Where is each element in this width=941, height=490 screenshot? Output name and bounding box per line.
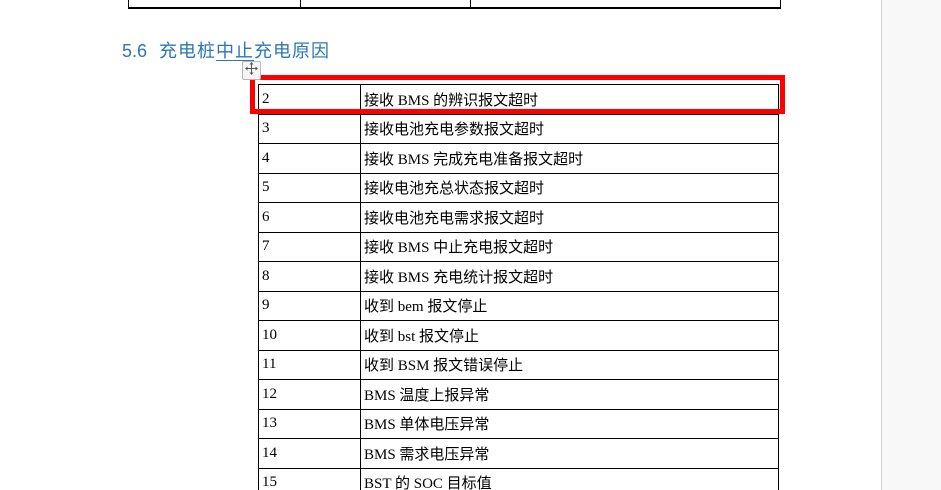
stop-code-cell: 7: [258, 231, 361, 262]
stop-code-cell: 10: [258, 320, 361, 351]
previous-table-column-border: [470, 0, 471, 9]
stop-reason-cell: 收到 bem 报文停止: [360, 290, 779, 321]
stop-code-cell: 11: [258, 349, 361, 380]
stop-code-cell: 13: [258, 408, 361, 439]
table-row: 13 BMS 单体电压异常: [258, 408, 779, 439]
table-row: 12 BMS 温度上报异常: [258, 379, 779, 410]
table-row: 3 接收电池充电参数报文超时: [258, 113, 779, 144]
stop-code-cell: 14: [258, 438, 361, 469]
section-number: 5.6: [122, 41, 148, 61]
previous-table-column-border: [128, 0, 129, 9]
stop-code-cell: 9: [258, 290, 361, 321]
stop-code-cell: 4: [258, 143, 361, 174]
section-title-underlined: 中止: [216, 41, 255, 61]
previous-table-column-border: [300, 0, 301, 9]
stop-reason-cell: BST 的 SOC 目标值: [360, 467, 779, 490]
stop-reason-cell: BMS 单体电压异常: [360, 408, 779, 439]
stop-code-cell: 2: [258, 84, 361, 115]
stop-code-cell: 3: [258, 113, 361, 144]
stop-reason-cell: 接收电池充总状态报文超时: [360, 172, 779, 203]
previous-table-column-border: [780, 0, 781, 9]
stop-code-cell: 6: [258, 202, 361, 233]
stop-reasons-table: 2 接收 BMS 的辨识报文超时 3 接收电池充电参数报文超时 4 接收 BMS…: [258, 84, 779, 490]
stop-reason-cell: 接收电池充电需求报文超时: [360, 202, 779, 233]
stop-code-cell: 12: [258, 379, 361, 410]
table-row: 8 接收 BMS 充电统计报文超时: [258, 261, 779, 292]
stop-reason-cell: 接收 BMS 的辨识报文超时: [360, 84, 779, 115]
table-row: 6 接收电池充电需求报文超时: [258, 202, 779, 233]
stop-reason-cell: 收到 BSM 报文错误停止: [360, 349, 779, 380]
stop-reason-cell: BMS 需求电压异常: [360, 438, 779, 469]
previous-table-bottom-border: [128, 7, 781, 9]
stop-code-cell: 5: [258, 172, 361, 203]
stop-reason-cell: 收到 bst 报文停止: [360, 320, 779, 351]
table-row: 9 收到 bem 报文停止: [258, 290, 779, 321]
move-icon: [245, 61, 258, 80]
page-outside-gutter: [881, 0, 941, 490]
stop-reason-cell: 接收 BMS 充电统计报文超时: [360, 261, 779, 292]
stop-reason-cell: BMS 温度上报异常: [360, 379, 779, 410]
table-row: 10 收到 bst 报文停止: [258, 320, 779, 351]
table-move-handle[interactable]: [242, 61, 261, 80]
section-heading: 5.6 充电桩中止充电原因: [122, 37, 330, 63]
stop-reason-cell: 接收电池充电参数报文超时: [360, 113, 779, 144]
stop-code-cell: 8: [258, 261, 361, 292]
table-row: 5 接收电池充总状态报文超时: [258, 172, 779, 203]
table-row: 15 BST 的 SOC 目标值: [258, 467, 779, 490]
section-title-part1: 充电桩: [159, 41, 217, 61]
table-row: 14 BMS 需求电压异常: [258, 438, 779, 469]
table-row: 2 接收 BMS 的辨识报文超时: [258, 84, 779, 115]
stop-code-cell: 15: [258, 467, 361, 490]
stop-reason-cell: 接收 BMS 中止充电报文超时: [360, 231, 779, 262]
table-row: 4 接收 BMS 完成充电准备报文超时: [258, 143, 779, 174]
section-title-part3: 充电原因: [254, 41, 331, 61]
stop-reason-cell: 接收 BMS 完成充电准备报文超时: [360, 143, 779, 174]
table-row: 7 接收 BMS 中止充电报文超时: [258, 231, 779, 262]
table-row: 11 收到 BSM 报文错误停止: [258, 349, 779, 380]
